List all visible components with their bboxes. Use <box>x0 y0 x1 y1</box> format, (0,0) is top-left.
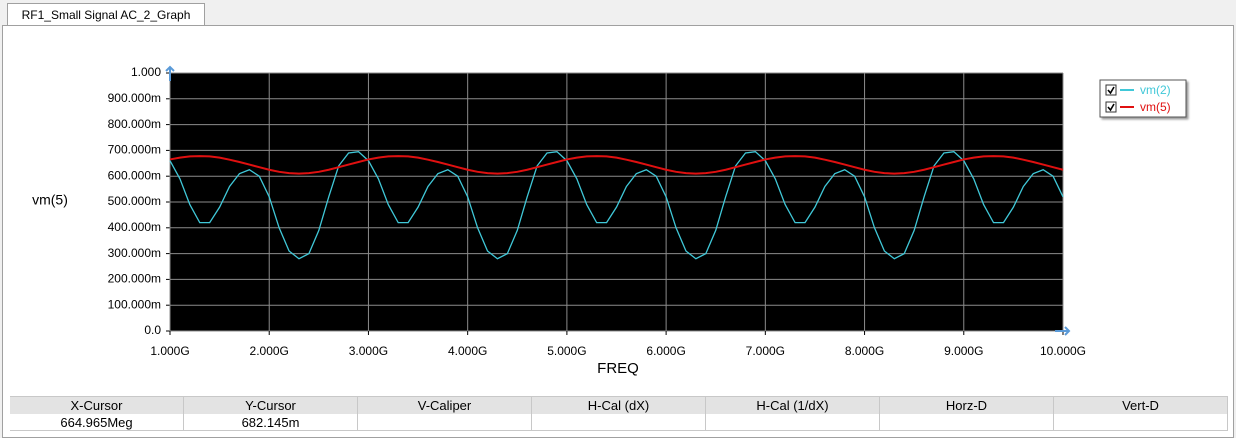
legend-checkbox[interactable] <box>1105 101 1117 113</box>
cursor-table: X-Cursor Y-Cursor V-Caliper H-Cal (dX) H-Cal… <box>10 396 1228 431</box>
y-axis-label: vm(5) <box>32 192 68 208</box>
column-header: X-Cursor <box>10 397 184 414</box>
x-tick-label: 6.000G <box>646 344 685 358</box>
legend-check <box>1107 86 1115 95</box>
column-header: Y-Cursor <box>184 397 358 414</box>
x-tick-label: 1.000G <box>150 344 189 358</box>
x-tick-label: 10.000G <box>1040 344 1086 358</box>
cursor-value <box>706 414 880 431</box>
x-tick-label: 2.000G <box>250 344 289 358</box>
x-tick-label: 4.000G <box>448 344 487 358</box>
x-tick-label: 8.000G <box>845 344 884 358</box>
column-header: H-Cal (dX) <box>532 397 706 414</box>
x-tick-label: 9.000G <box>944 344 983 358</box>
y-tick-label: 800.000m <box>108 117 161 131</box>
y-tick-label: 300.000m <box>108 246 161 260</box>
axis-marker <box>165 65 175 81</box>
column-header: V-Caliper <box>358 397 532 414</box>
x-tick-label: 7.000G <box>746 344 785 358</box>
cursor-value: 682.145m <box>184 414 358 431</box>
cursor-value <box>880 414 1054 431</box>
series-line <box>169 155 1064 175</box>
y-tick-label: 600.000m <box>108 168 161 182</box>
column-header: H-Cal (1/dX) <box>706 397 880 414</box>
series-line <box>169 151 1064 260</box>
y-tick-label: 200.000m <box>108 272 161 286</box>
chart: vm(5) FREQ 0.0 100.000m 200.000m 300.000m 40… <box>32 65 1187 377</box>
y-tick-label: 1.000 <box>131 65 161 79</box>
x-axis-label: FREQ <box>597 360 639 377</box>
x-tick-label: 3.000G <box>349 344 388 358</box>
cursor-value <box>1054 414 1228 431</box>
value-row: 664.965Meg 682.145m <box>10 414 1228 431</box>
graph-tab[interactable]: RF1_Small Signal AC_2_Graph <box>7 3 205 26</box>
y-tick-label: 100.000m <box>108 297 161 311</box>
y-tick-label: 500.000m <box>108 194 161 208</box>
legend-label: vm(2) <box>1140 83 1171 97</box>
y-tick-label: 0.0 <box>144 323 161 337</box>
cursor-value: 664.965Meg <box>10 414 184 431</box>
y-tick-label: 900.000m <box>108 91 161 105</box>
cursor-value <box>532 414 706 431</box>
column-header: Vert-D <box>1054 397 1228 414</box>
cursor-value <box>358 414 532 431</box>
y-tick-label: 400.000m <box>108 220 161 234</box>
y-tick-label: 700.000m <box>108 143 161 157</box>
header-row: X-Cursor Y-Cursor V-Caliper H-Cal (dX) H-Cal… <box>10 396 1228 414</box>
legend-label: vm(5) <box>1140 100 1171 114</box>
axis-marker <box>1055 326 1071 336</box>
x-tick-label: 5.000G <box>547 344 586 358</box>
column-header: Horz-D <box>880 397 1054 414</box>
legend-checkbox[interactable] <box>1105 84 1117 96</box>
legend-check <box>1107 103 1115 112</box>
